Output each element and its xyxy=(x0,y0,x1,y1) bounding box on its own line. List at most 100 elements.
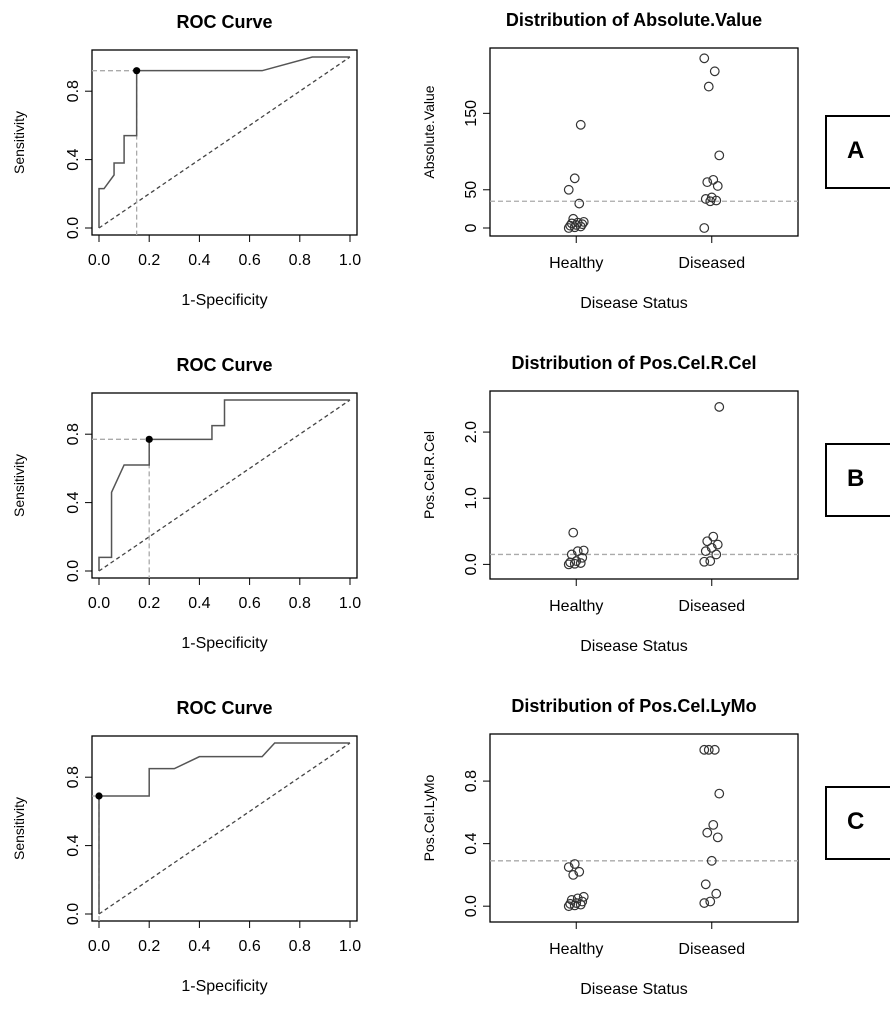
data-point xyxy=(705,896,716,907)
x-tick-label: 0.8 xyxy=(289,938,311,955)
x-tick-label: 0.0 xyxy=(88,252,110,269)
x-axis-label: 1-Specificity xyxy=(181,978,267,995)
y-tick-label: 0.0 xyxy=(463,553,480,575)
data-point xyxy=(711,888,722,899)
data-point xyxy=(703,744,714,755)
y-tick-label: 0.0 xyxy=(463,895,480,917)
x-category-label: Healthy xyxy=(549,598,603,615)
plot-frame xyxy=(489,390,799,580)
plot-frame xyxy=(91,735,358,922)
data-point xyxy=(711,549,722,560)
x-tick-label: 0.2 xyxy=(138,252,160,269)
y-tick-label: 0.0 xyxy=(65,560,82,582)
data-point xyxy=(699,556,710,567)
data-point xyxy=(569,558,580,569)
data-point xyxy=(572,893,583,904)
y-tick-label: 50 xyxy=(463,181,480,199)
x-tick-label: 0.4 xyxy=(188,938,210,955)
data-point xyxy=(578,891,589,902)
data-point xyxy=(714,402,725,412)
data-point xyxy=(578,216,589,227)
x-tick-label: 1.0 xyxy=(339,938,361,955)
x-tick-label: 0.0 xyxy=(88,938,110,955)
data-point xyxy=(702,177,713,188)
data-point xyxy=(708,819,719,830)
x-tick-label: 0.6 xyxy=(238,595,260,612)
x-category-label: Diseased xyxy=(678,255,745,272)
plot-frame xyxy=(91,392,358,579)
diagonal-reference-line xyxy=(98,399,351,572)
panel-row-a: ROC Curve 0.0 0.2 0.4 0.6 0.8 1.0 0.0 0.4 0.8 1-Sp… xyxy=(0,0,890,340)
data-point xyxy=(563,862,574,872)
data-point xyxy=(705,556,716,566)
chart-title: Distribution of Absolute.Value xyxy=(506,10,762,30)
data-point xyxy=(699,898,710,908)
chart-title: ROC Curve xyxy=(176,12,272,32)
data-point xyxy=(706,855,717,866)
y-axis-label: Sensitivity xyxy=(11,111,27,174)
data-point xyxy=(575,558,586,568)
x-tick-label: 0.4 xyxy=(188,252,210,269)
distribution-chart-a: Distribution of Absolute.Value Healthy Dis… xyxy=(421,10,799,312)
x-axis-label: Disease Status xyxy=(580,638,688,655)
diagonal-reference-line xyxy=(98,742,351,915)
distribution-chart-b: Distribution of Pos.Cel.R.Cel Healthy Dise… xyxy=(421,353,799,655)
x-tick-label: 1.0 xyxy=(339,252,361,269)
data-point xyxy=(571,556,582,566)
y-axis-label: Pos.Cel.R.Cel xyxy=(421,431,437,519)
chart-title: Distribution of Pos.Cel.R.Cel xyxy=(511,353,756,373)
y-axis-label: Sensitivity xyxy=(11,797,27,860)
x-category-label: Diseased xyxy=(678,598,745,615)
data-point xyxy=(703,81,714,92)
data-point xyxy=(699,53,710,64)
panel-label-b-text: B xyxy=(847,465,865,492)
data-point xyxy=(575,119,586,130)
optimal-cutoff-point xyxy=(133,67,141,75)
x-tick-label: 0.6 xyxy=(238,938,260,955)
data-point xyxy=(709,66,720,77)
x-tick-label: 0.0 xyxy=(88,595,110,612)
x-tick-label: 0.4 xyxy=(188,595,210,612)
panel-label-c: C xyxy=(825,786,890,860)
data-point xyxy=(712,832,723,843)
y-tick-label: 0.8 xyxy=(65,766,82,788)
y-tick-label: 0 xyxy=(463,223,480,232)
data-point xyxy=(566,218,577,229)
data-point xyxy=(714,150,725,161)
data-point xyxy=(566,895,577,905)
roc-curve-line xyxy=(98,742,350,914)
data-point xyxy=(568,870,579,880)
y-tick-label: 0.8 xyxy=(65,423,82,445)
plot-frame xyxy=(489,733,799,923)
panel-label-a: A xyxy=(825,115,890,189)
roc-curve-chart-a: ROC Curve 0.0 0.2 0.4 0.6 0.8 1.0 0.0 0.4 0.8 1-Sp… xyxy=(11,12,361,309)
roc-curve-chart-c: ROC Curve 0.0 0.2 0.4 0.6 0.8 1.0 0.0 0.4 0.8 1-Sp… xyxy=(11,698,361,995)
data-point xyxy=(712,539,723,550)
data-point xyxy=(572,546,583,557)
y-tick-label: 0.0 xyxy=(65,903,82,925)
y-tick-label: 0.4 xyxy=(65,491,82,513)
x-tick-label: 0.6 xyxy=(238,252,260,269)
roc-curve-line xyxy=(98,399,350,571)
data-point xyxy=(574,198,585,209)
data-point xyxy=(706,542,717,553)
data-point xyxy=(702,536,713,547)
data-point xyxy=(714,788,725,799)
y-tick-label: 1.0 xyxy=(463,487,480,509)
x-axis-label: 1-Specificity xyxy=(181,635,267,652)
data-point xyxy=(712,181,723,191)
data-point xyxy=(563,184,574,195)
y-tick-label: 0.8 xyxy=(65,80,82,102)
data-point xyxy=(702,827,713,838)
data-point xyxy=(568,213,579,224)
diagonal-reference-line xyxy=(98,56,351,229)
y-tick-label: 0.4 xyxy=(463,832,480,854)
data-point xyxy=(577,552,588,563)
data-point xyxy=(700,879,711,890)
y-tick-label: 0.8 xyxy=(463,770,480,792)
data-point xyxy=(708,174,719,185)
x-axis-label: 1-Specificity xyxy=(181,292,267,309)
data-point xyxy=(577,219,588,230)
y-tick-label: 150 xyxy=(463,100,480,127)
data-point xyxy=(569,173,580,184)
